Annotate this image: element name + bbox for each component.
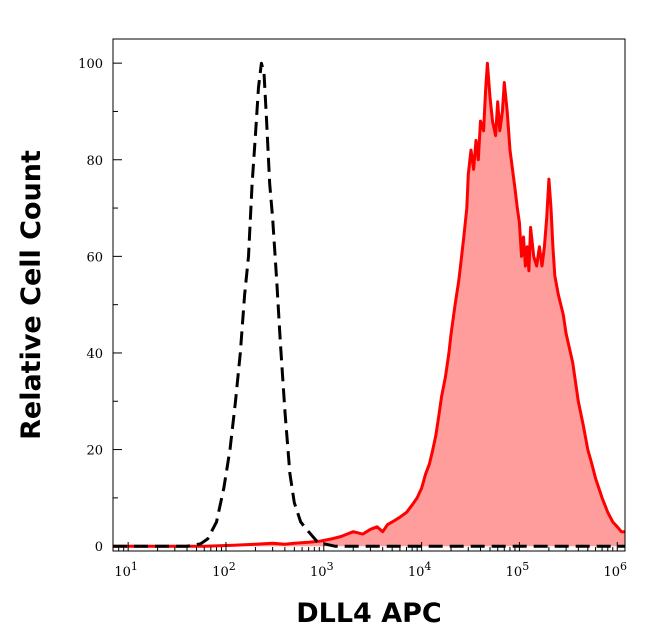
y-tick-label: 100 (78, 57, 103, 72)
x-tick-label: 104 (408, 560, 432, 580)
series-fill-area (113, 63, 625, 547)
y-tick-label: 40 (86, 347, 103, 362)
x-tick-label: 105 (506, 560, 530, 580)
x-axis-title: DLL4 APC (296, 598, 442, 629)
y-axis-title: Relative Cell Count (16, 150, 47, 440)
series-layer (113, 61, 625, 548)
x-tick-label: 106 (603, 560, 627, 580)
plot-frame (112, 38, 626, 552)
y-tick-label: 60 (86, 250, 103, 265)
y-tick-label: 20 (86, 444, 103, 459)
y-tick-label: 0 (95, 540, 103, 555)
x-axis: 101 102 103 104 105 106 (114, 542, 627, 580)
x-tick-label: 102 (212, 560, 236, 580)
x-tick-label: 101 (114, 560, 138, 580)
y-axis: 0 20 40 60 80 100 (78, 57, 122, 555)
y-tick-label: 80 (86, 154, 103, 169)
x-tick-label: 103 (310, 560, 334, 580)
series-line-solid (113, 61, 625, 548)
